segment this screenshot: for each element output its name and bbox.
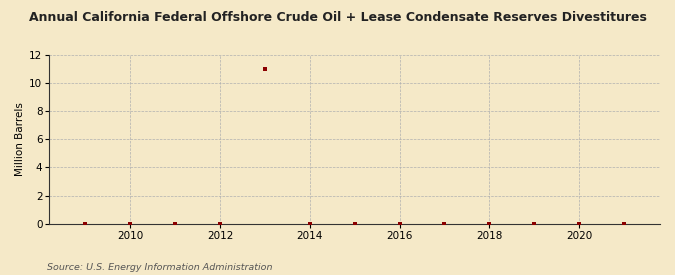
Point — [80, 222, 90, 226]
Text: Source: U.S. Energy Information Administration: Source: U.S. Energy Information Administ… — [47, 263, 273, 272]
Point — [619, 222, 630, 226]
Y-axis label: Million Barrels: Million Barrels — [15, 102, 25, 176]
Point — [125, 222, 136, 226]
Point — [215, 222, 225, 226]
Point — [529, 222, 540, 226]
Point — [394, 222, 405, 226]
Point — [439, 222, 450, 226]
Point — [169, 222, 180, 226]
Point — [349, 222, 360, 226]
Text: Annual California Federal Offshore Crude Oil + Lease Condensate Reserves Divesti: Annual California Federal Offshore Crude… — [28, 11, 647, 24]
Point — [259, 67, 270, 71]
Point — [484, 222, 495, 226]
Point — [35, 222, 46, 226]
Point — [574, 222, 585, 226]
Point — [304, 222, 315, 226]
